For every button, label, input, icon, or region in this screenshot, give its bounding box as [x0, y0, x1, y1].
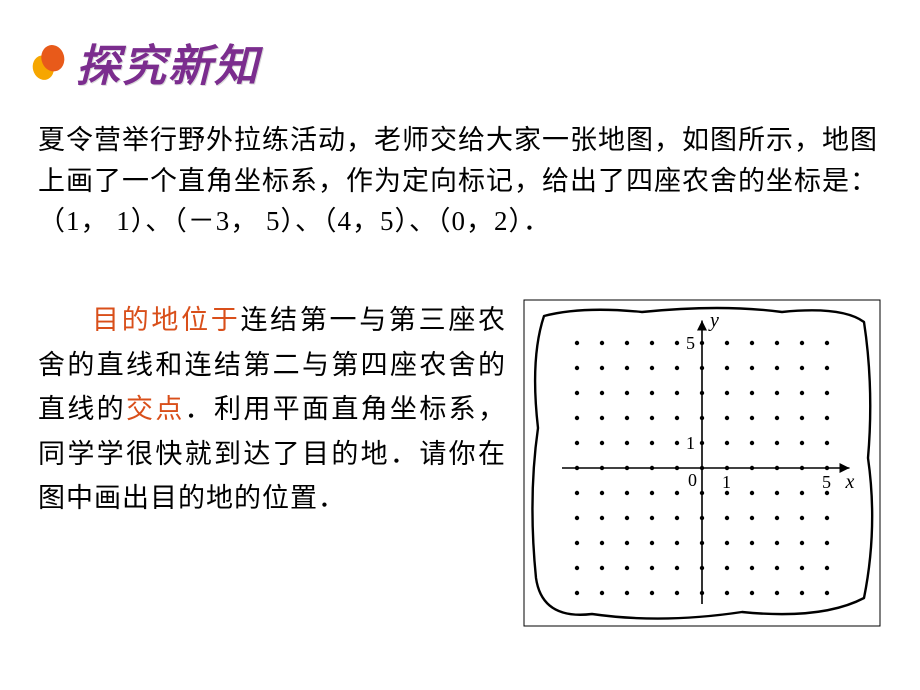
paragraph-1-text: 夏令营举行野外拉练活动，老师交给大家一张地图，如图所示，地图上画了一个直角坐标系… [38, 125, 878, 236]
highlight-1: 目的地位于 [92, 305, 240, 335]
coordinate-graph: 01515xy [522, 298, 882, 628]
header-bullet-icon [30, 43, 68, 81]
svg-text:y: y [708, 310, 719, 332]
svg-text:0: 0 [688, 470, 697, 490]
svg-text:1: 1 [722, 472, 731, 492]
highlight-2: 交点 [126, 394, 185, 424]
instruction-paragraph: 目的地位于连结第一与第三座农舍的直线和连结第二与第四座农舍的直线的交点．利用平面… [38, 298, 506, 628]
svg-text:1: 1 [686, 433, 695, 453]
problem-statement: 夏令营举行野外拉练活动，老师交给大家一张地图，如图所示，地图上画了一个直角坐标系… [38, 120, 882, 242]
svg-text:5: 5 [686, 333, 695, 353]
page-title: 探究新知 [76, 30, 260, 94]
lower-section: 目的地位于连结第一与第三座农舍的直线和连结第二与第四座农舍的直线的交点．利用平面… [38, 298, 882, 628]
svg-text:x: x [845, 471, 855, 493]
svg-text:5: 5 [822, 472, 831, 492]
slide-header: 探究新知 [30, 30, 260, 94]
